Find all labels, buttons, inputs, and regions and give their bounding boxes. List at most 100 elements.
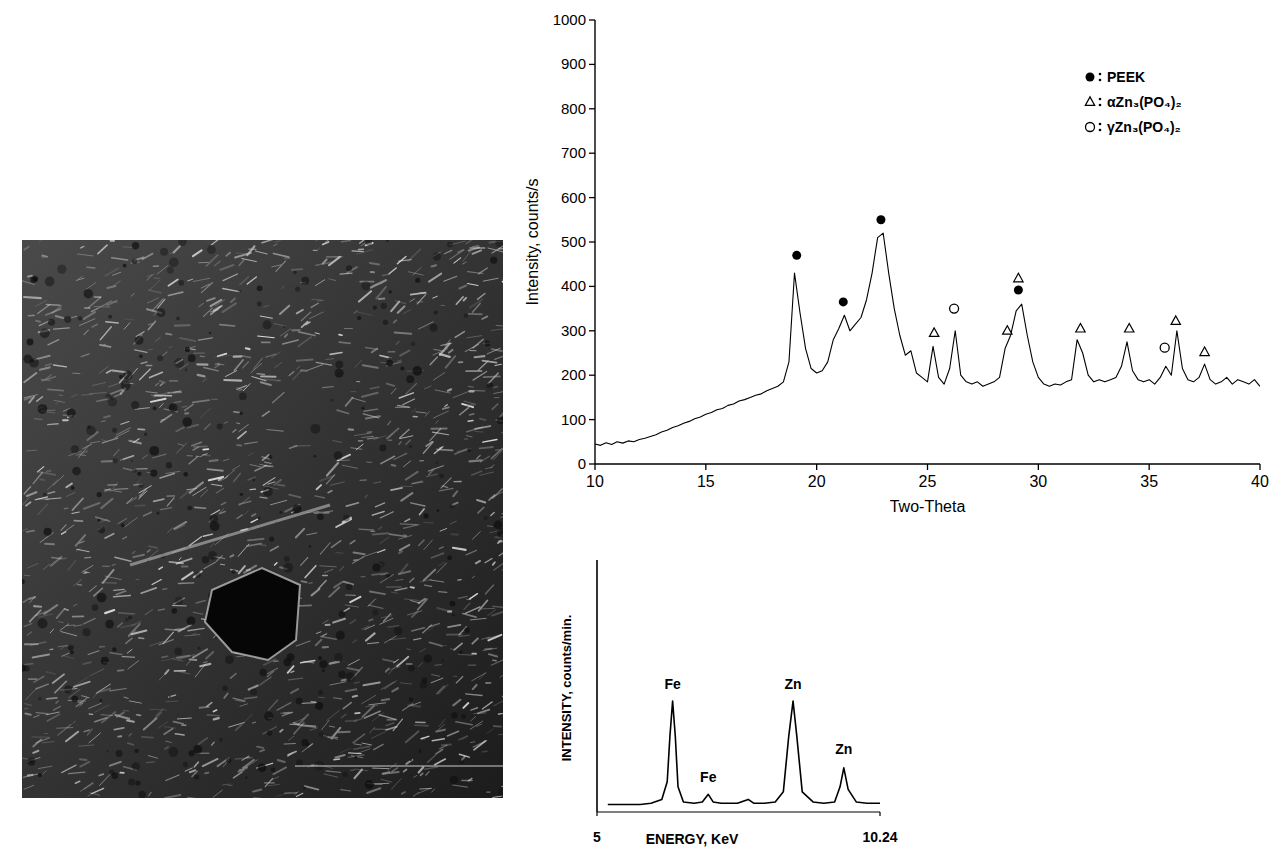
marker <box>1125 323 1134 332</box>
sem-shadow <box>86 426 96 436</box>
sem-texture <box>137 714 141 716</box>
sem-shadow <box>459 760 464 765</box>
legend-colon <box>1099 123 1102 126</box>
sem-texture <box>351 756 362 758</box>
sem-texture <box>483 439 497 442</box>
sem-shadow <box>386 240 389 242</box>
sem-texture <box>272 392 284 402</box>
sem-texture <box>239 566 245 573</box>
sem-texture <box>89 733 100 743</box>
sem-texture <box>495 449 499 451</box>
sem-texture <box>406 472 418 480</box>
sem-shadow <box>495 240 503 247</box>
sem-texture <box>343 703 351 709</box>
sem-texture <box>353 695 357 698</box>
sem-shadow <box>105 620 114 629</box>
sem-texture <box>118 735 121 737</box>
sem-shadow <box>346 265 352 271</box>
sem-texture <box>209 477 223 480</box>
sem-texture <box>477 293 484 299</box>
sem-texture <box>74 579 82 585</box>
sem-texture <box>142 455 147 458</box>
sem-texture <box>89 586 96 592</box>
sem-shadow <box>301 739 308 746</box>
sem-texture <box>193 612 203 614</box>
sem-texture <box>276 792 291 796</box>
sem-texture <box>466 370 481 372</box>
sem-texture <box>36 321 40 322</box>
sem-texture <box>418 788 431 793</box>
sem-texture <box>440 447 443 449</box>
sem-shadow <box>400 366 404 370</box>
sem-shadow <box>128 616 132 620</box>
sem-texture <box>388 351 395 352</box>
sem-texture <box>23 774 37 777</box>
sem-texture <box>447 731 458 736</box>
sem-shadow <box>178 240 187 246</box>
sem-texture <box>33 751 38 753</box>
sem-texture <box>362 393 378 397</box>
sem-shadow <box>311 424 321 434</box>
sem-shadow <box>296 759 303 766</box>
sem-shadow <box>257 302 262 307</box>
sem-texture <box>489 495 495 500</box>
sem-texture <box>202 454 207 456</box>
sem-texture <box>149 546 157 548</box>
sem-texture <box>459 286 466 289</box>
sem-texture <box>369 703 386 705</box>
sem-texture <box>170 380 178 382</box>
sem-shadow <box>422 677 428 683</box>
sem-texture <box>78 446 88 458</box>
sem-shadow <box>132 762 140 770</box>
sem-shadow <box>169 747 179 757</box>
sem-texture <box>56 400 60 404</box>
sem-shadow <box>193 745 202 754</box>
sem-texture <box>392 464 396 467</box>
sem-texture <box>237 655 245 657</box>
sem-texture <box>260 316 272 318</box>
x-tick-label: 10 <box>586 473 604 490</box>
sem-texture <box>178 444 183 445</box>
sem-texture <box>107 286 115 288</box>
sem-shadow <box>137 472 141 476</box>
sem-texture <box>337 410 348 413</box>
sem-texture <box>478 507 484 513</box>
sem-texture <box>216 556 222 562</box>
sem-texture <box>411 293 426 295</box>
x-tick-label: 30 <box>1029 473 1047 490</box>
sem-shadow <box>160 248 168 256</box>
sem-texture <box>387 428 399 438</box>
sem-texture <box>472 638 478 643</box>
sem-texture <box>319 697 325 698</box>
sem-texture <box>352 398 365 402</box>
sem-texture <box>472 250 481 254</box>
sem-texture <box>470 413 474 416</box>
sem-texture <box>284 743 295 745</box>
y-axis-title: Intensity, counts/s <box>524 179 541 306</box>
sem-texture <box>212 742 214 745</box>
sem-texture <box>360 240 365 243</box>
sem-texture <box>36 684 48 689</box>
sem-texture <box>324 736 338 740</box>
x-axis <box>595 463 1260 464</box>
sem-texture <box>355 360 362 367</box>
sem-texture <box>235 758 252 759</box>
sem-shadow <box>379 444 386 451</box>
sem-texture <box>453 700 460 706</box>
sem-texture <box>368 438 378 439</box>
sem-texture <box>84 503 99 509</box>
sem-texture <box>333 441 342 443</box>
sem-texture <box>207 298 215 301</box>
sem-texture <box>425 767 437 769</box>
sem-texture <box>73 373 80 374</box>
sem-texture <box>166 775 179 780</box>
sem-texture <box>268 784 279 785</box>
sem-texture <box>51 557 62 566</box>
sem-texture <box>111 240 114 242</box>
sem-texture <box>155 383 158 386</box>
sem-texture <box>241 714 252 726</box>
sem-texture <box>233 473 240 481</box>
sem-texture <box>239 389 242 391</box>
x-tick-label: 15 <box>697 473 715 490</box>
sem-texture <box>141 588 156 593</box>
